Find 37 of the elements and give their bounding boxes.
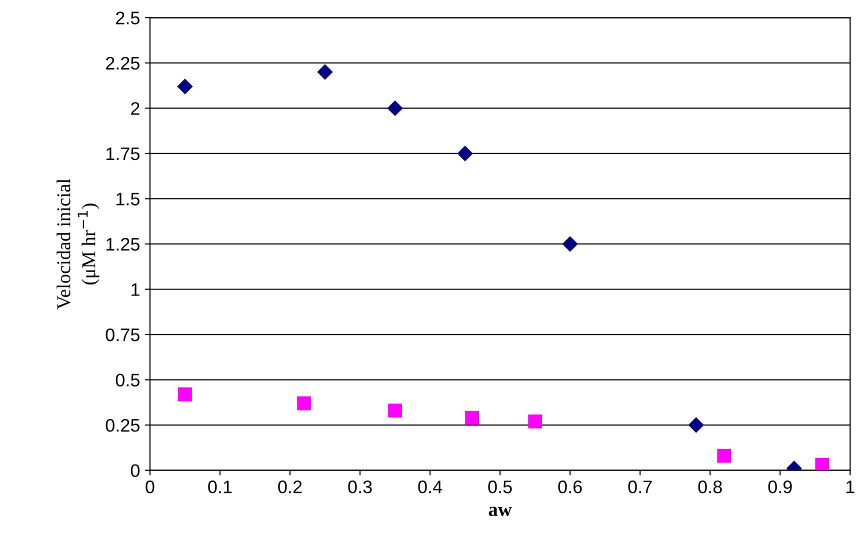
x-tick-label: 0.8 (698, 480, 722, 494)
x-tick-label: 0 (146, 480, 154, 494)
y-tick-label: 0 (130, 464, 140, 478)
y-tick-label: 0.25 (106, 418, 140, 432)
x-tick-label: 0.3 (348, 480, 372, 494)
point (815, 458, 830, 470)
point (317, 64, 333, 80)
point (177, 78, 193, 94)
y-tick-label: 2.25 (106, 56, 140, 70)
x-tick-label: 0.9 (768, 480, 792, 494)
x-tick-label: 1 (846, 480, 854, 494)
x-axis-title: aw (488, 506, 512, 516)
x-tick-label: 0.2 (278, 480, 302, 494)
x-tick-label: 0.6 (558, 480, 582, 494)
point (562, 236, 578, 252)
point (465, 410, 479, 425)
x-tick-label: 0.7 (628, 480, 652, 494)
point (388, 404, 402, 418)
point (178, 387, 192, 402)
y-tick-label: 0.75 (106, 328, 140, 342)
x-tick-label: 0.5 (488, 480, 512, 494)
point (457, 146, 473, 162)
point (297, 396, 311, 410)
y-axis-title: Velocidad inicial (μM hr$^{−1}$) (56, 178, 100, 310)
y-tick-label: 1 (132, 283, 140, 296)
y-tick-label: 1.5 (116, 192, 140, 206)
point (717, 448, 732, 463)
point (387, 100, 403, 116)
y-tick-label: 2 (131, 102, 140, 115)
x-tick-label: 0.1 (208, 480, 232, 494)
y-tick-label: 1.75 (106, 148, 140, 160)
x-tick-label: 0.4 (418, 480, 442, 494)
y-tick-label: 0.5 (116, 374, 140, 386)
y-tick-label: 1.25 (106, 238, 140, 251)
point (528, 414, 542, 428)
y-tick-label: 2.5 (116, 12, 140, 24)
point (688, 417, 704, 433)
